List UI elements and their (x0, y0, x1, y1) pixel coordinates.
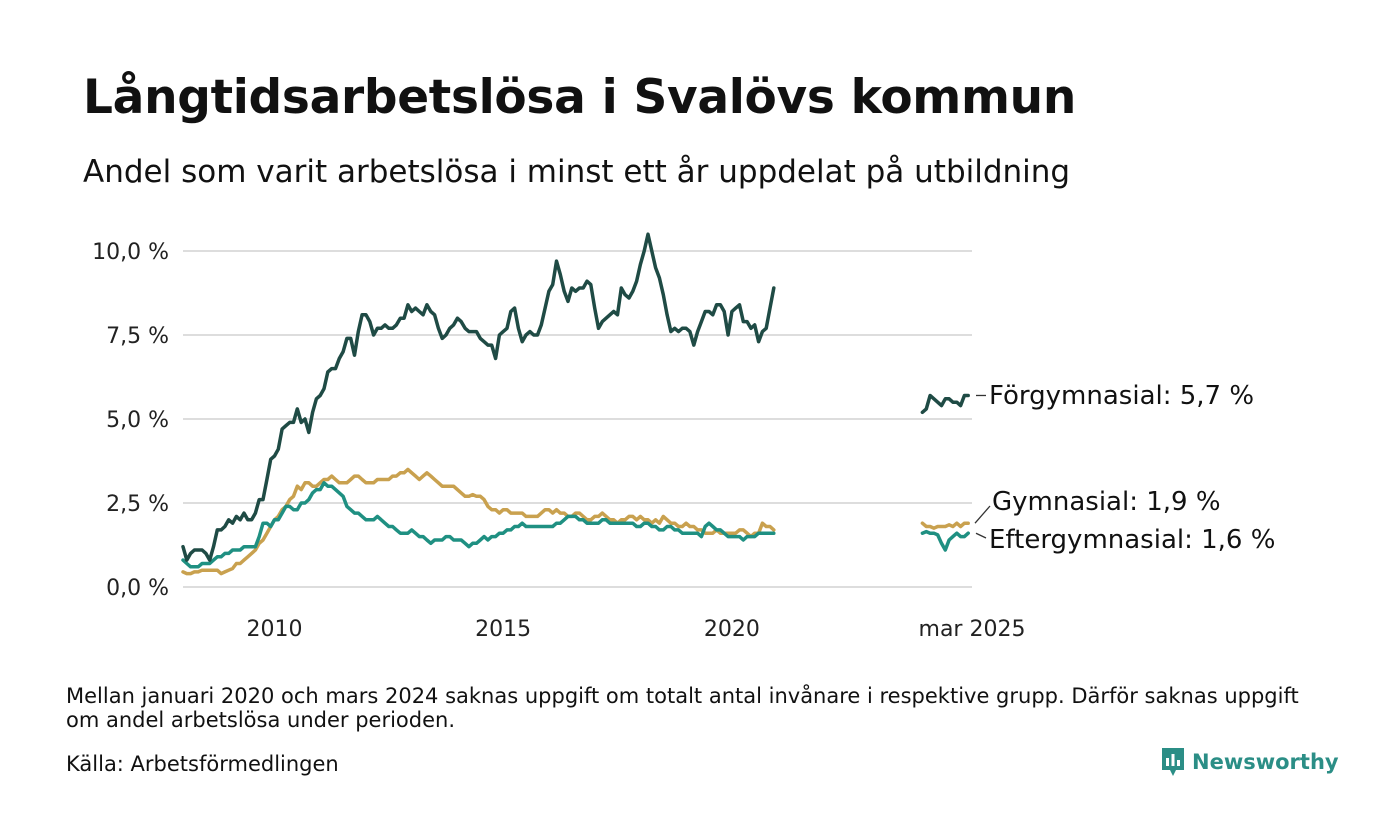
series-label-eftergymnasial: Eftergymnasial: 1,6 % (989, 525, 1275, 555)
x-tick-label: 2010 (246, 617, 302, 642)
series-label-forgymnasial: Förgymnasial: 5,7 % (989, 381, 1254, 411)
series-line-eftergymnasial (920, 529, 970, 552)
leader-line-gymnasial (974, 505, 991, 524)
y-tick-label: 2,5 % (106, 492, 169, 517)
brand-logo: Newsworthy (1160, 746, 1339, 778)
brand-name: Newsworthy (1192, 750, 1339, 774)
x-tick-label: mar 2025 (919, 617, 1026, 642)
series-line-forgymnasial (181, 232, 776, 562)
y-tick-label: 7,5 % (106, 324, 169, 349)
x-tick-label: 2020 (704, 617, 760, 642)
chart-subtitle: Andel som varit arbetslösa i minst ett å… (83, 154, 1071, 190)
grid-layer (183, 250, 972, 588)
chart-title: Långtidsarbetslösa i Svalövs kommun (83, 70, 1076, 125)
y-tick-label: 0,0 % (106, 576, 169, 601)
footnote: Mellan januari 2020 och mars 2024 saknas… (66, 684, 1299, 732)
series-line-eftergymnasial (181, 481, 776, 569)
x-axis: 2010 2015 2020 mar 2025 (246, 617, 1025, 642)
newsworthy-logo-icon (1162, 748, 1184, 776)
y-axis: 0,0 % 2,5 % 5,0 % 7,5 % 10,0 % (92, 240, 169, 601)
series-layer (181, 232, 970, 576)
leader-line-eftergymnasial (975, 532, 987, 539)
series-label-gymnasial: Gymnasial: 1,9 % (992, 487, 1221, 517)
line-chart: 0,0 % 2,5 % 5,0 % 7,5 % 10,0 % 2010 2015 2020 m… (92, 232, 1275, 642)
x-tick-label: 2015 (475, 617, 531, 642)
series-labels: Förgymnasial: 5,7 % Gymnasial: 1,9 % Efter… (974, 381, 1275, 555)
source-note: Källa: Arbetsförmedlingen (66, 752, 339, 776)
series-line-forgymnasial (920, 393, 970, 415)
y-tick-label: 5,0 % (106, 408, 169, 433)
y-tick-label: 10,0 % (92, 240, 169, 265)
series-line-gymnasial (920, 521, 970, 530)
